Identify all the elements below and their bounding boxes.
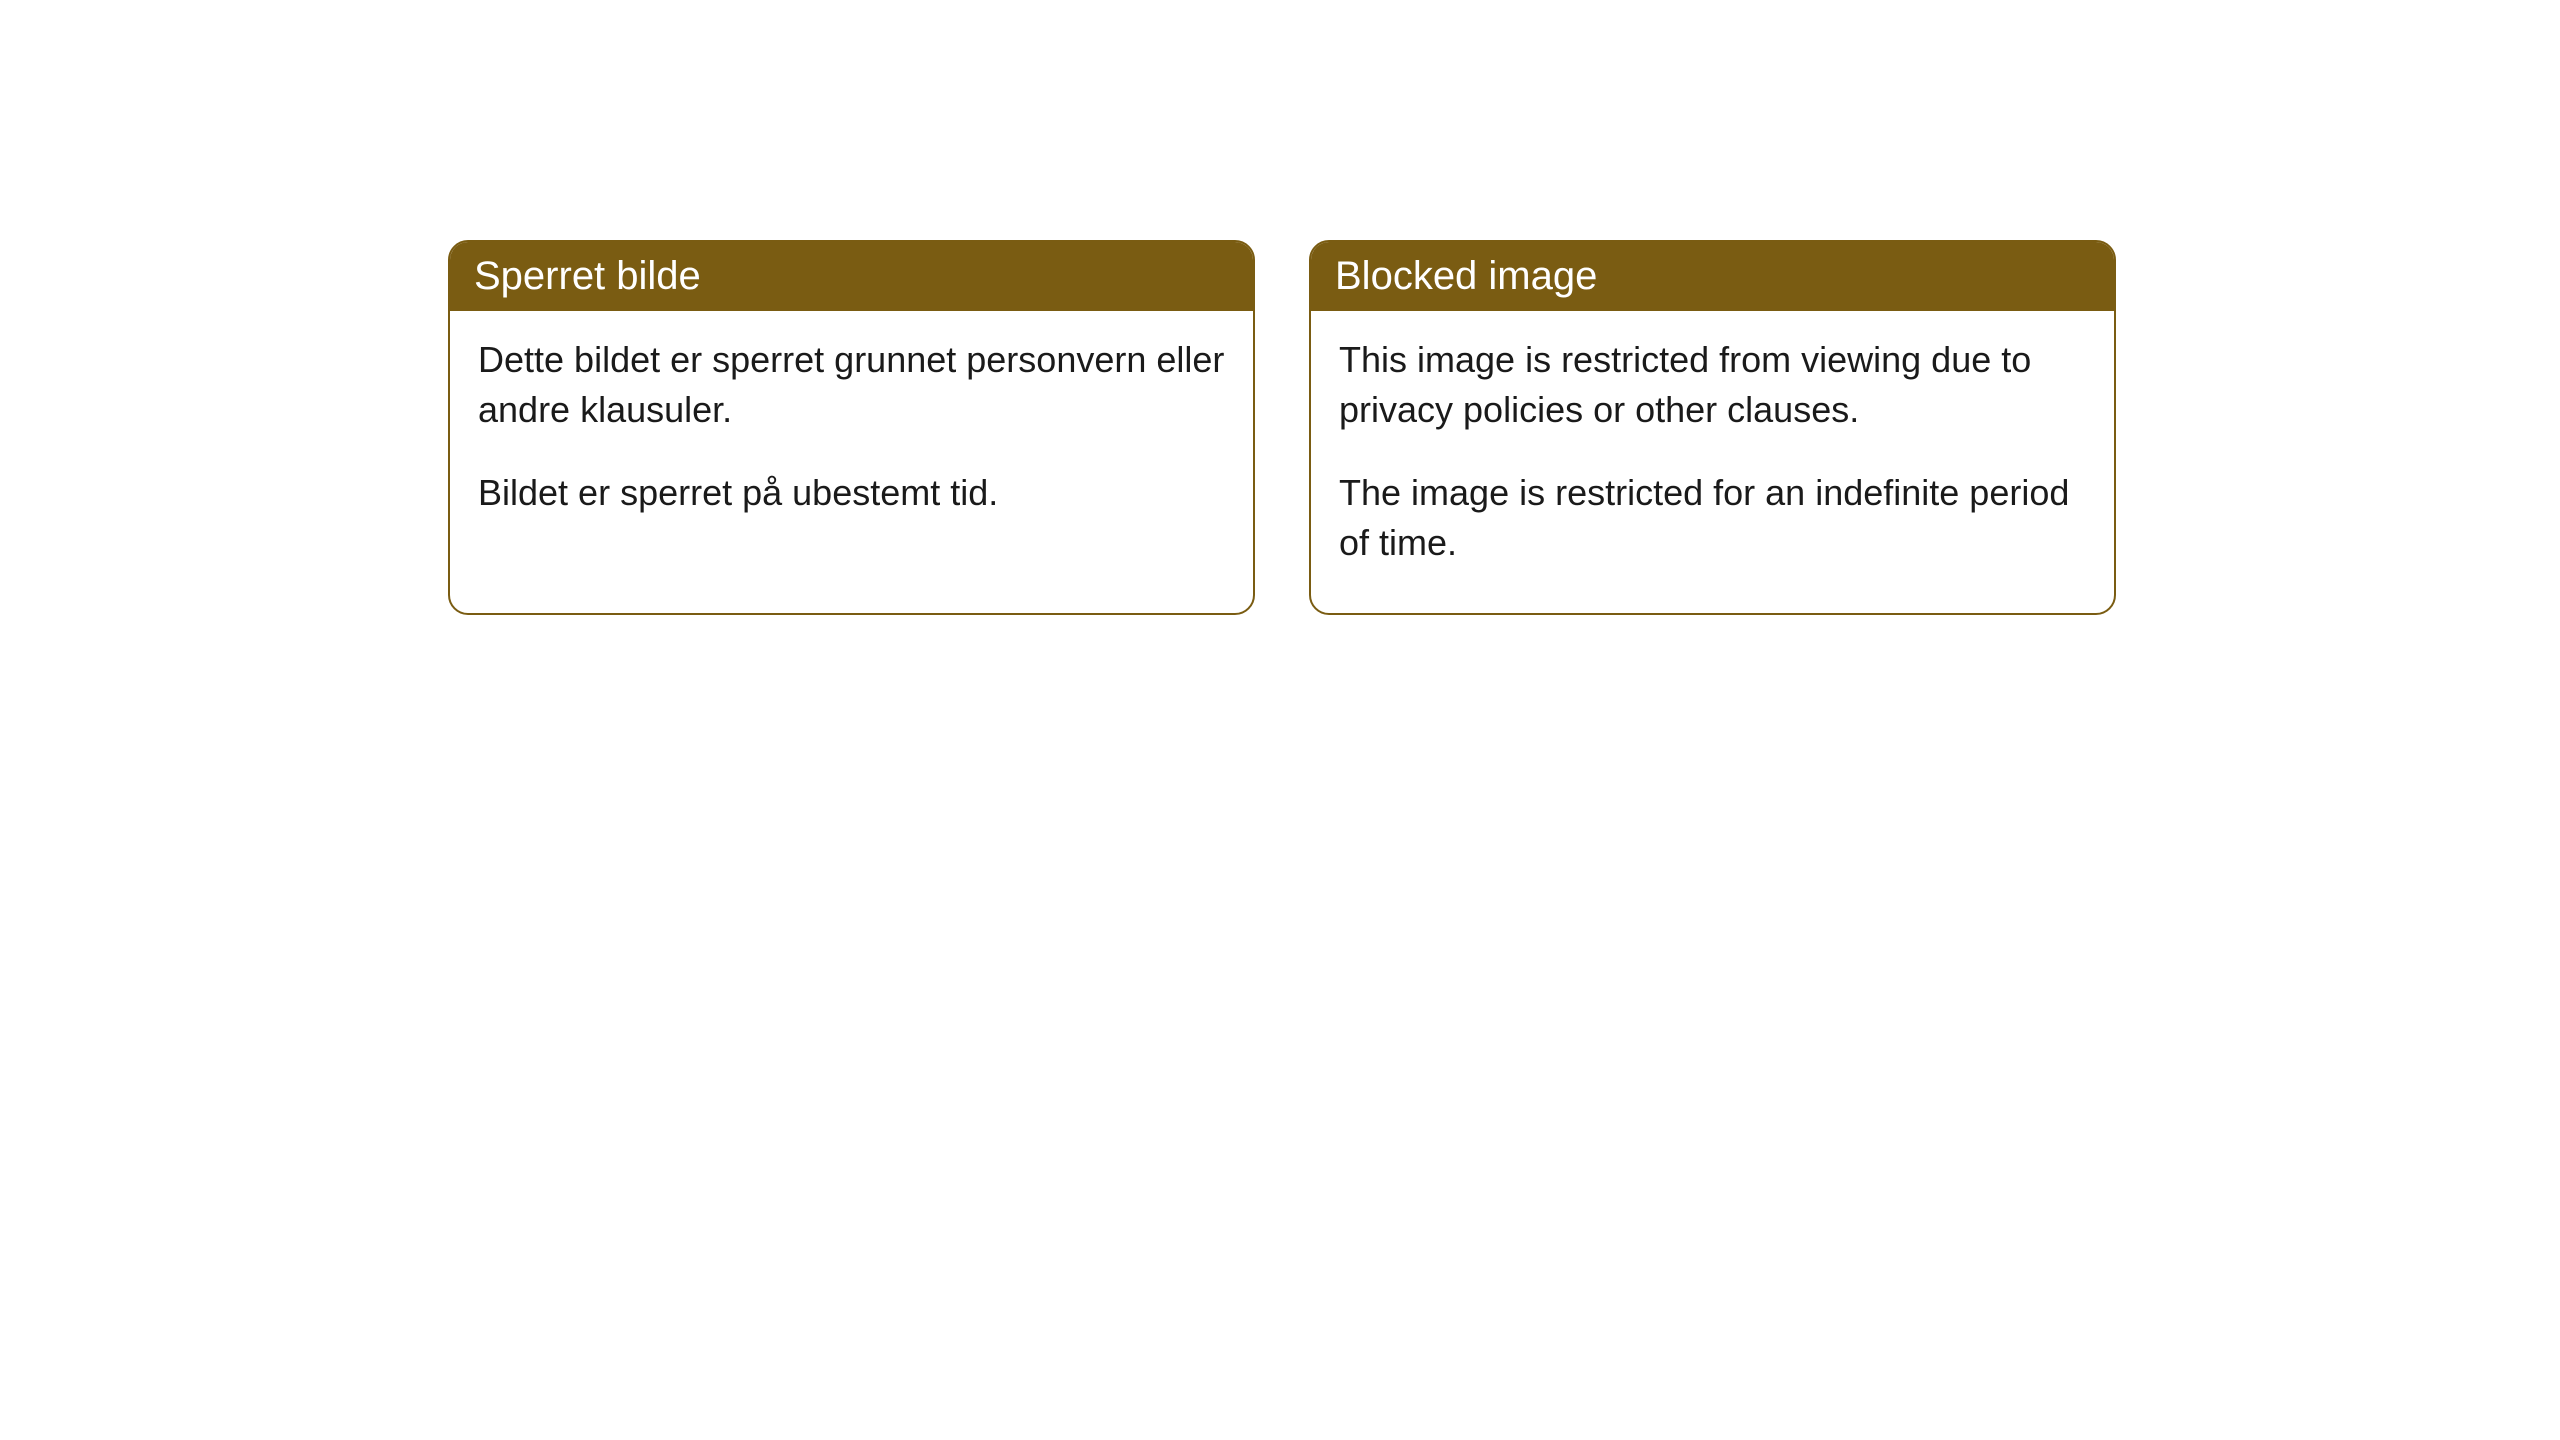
- card-body-norwegian: Dette bildet er sperret grunnet personve…: [450, 311, 1253, 562]
- card-title: Blocked image: [1335, 254, 1597, 298]
- blocked-image-card-english: Blocked image This image is restricted f…: [1309, 240, 2116, 615]
- notice-cards-container: Sperret bilde Dette bildet er sperret gr…: [0, 0, 2560, 615]
- blocked-image-card-norwegian: Sperret bilde Dette bildet er sperret gr…: [448, 240, 1255, 615]
- card-header-english: Blocked image: [1311, 242, 2114, 311]
- card-paragraph-2: The image is restricted for an indefinit…: [1339, 468, 2086, 569]
- card-paragraph-1: This image is restricted from viewing du…: [1339, 335, 2086, 436]
- card-paragraph-2: Bildet er sperret på ubestemt tid.: [478, 468, 1225, 518]
- card-body-english: This image is restricted from viewing du…: [1311, 311, 2114, 613]
- card-paragraph-1: Dette bildet er sperret grunnet personve…: [478, 335, 1225, 436]
- card-header-norwegian: Sperret bilde: [450, 242, 1253, 311]
- card-title: Sperret bilde: [474, 254, 701, 298]
